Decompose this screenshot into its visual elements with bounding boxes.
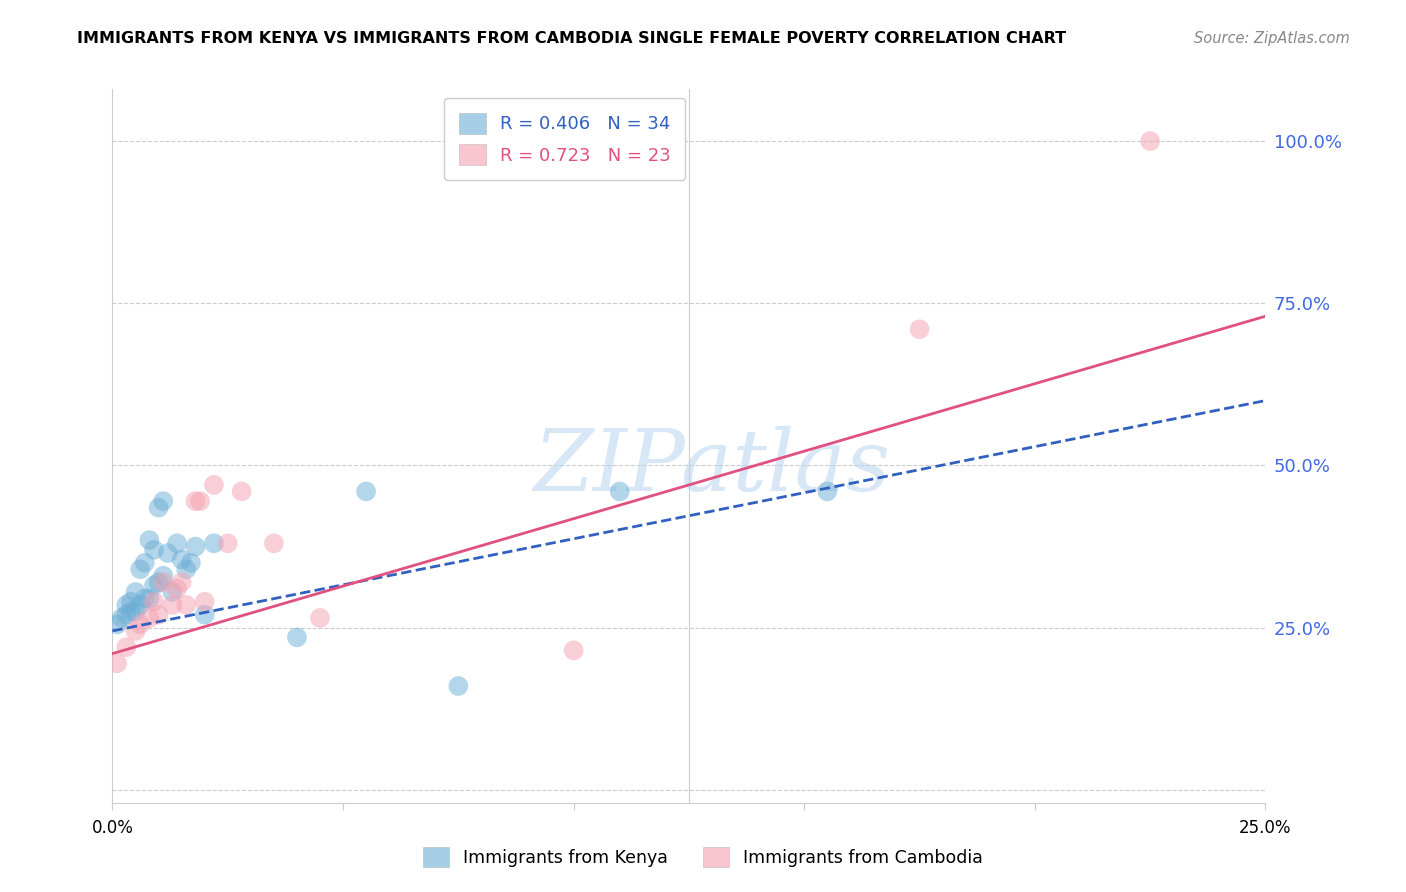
Point (111, 611, 134, 625)
Point (120, 604, 142, 618)
Point (815, 484, 838, 499)
Text: 0.0%: 0.0% (91, 819, 134, 837)
Point (156, 546, 179, 560)
Point (184, 540, 207, 554)
Point (217, 536, 239, 550)
Point (148, 500, 170, 515)
Point (134, 591, 156, 606)
Point (285, 631, 308, 645)
Point (188, 494, 211, 508)
Point (143, 578, 166, 592)
Point (138, 611, 160, 625)
Point (115, 640, 138, 654)
Point (124, 604, 146, 618)
Point (166, 582, 188, 596)
Point (134, 556, 156, 570)
Text: 25.0%: 25.0% (1239, 819, 1292, 837)
Point (162, 585, 184, 599)
Point (143, 542, 166, 557)
Point (170, 552, 193, 566)
Point (174, 598, 197, 612)
Point (1139, 134, 1161, 148)
Point (166, 536, 188, 550)
Point (309, 611, 332, 625)
Point (148, 607, 170, 622)
Point (129, 617, 152, 632)
Point (143, 595, 166, 609)
Point (263, 536, 285, 550)
Point (152, 568, 174, 582)
Point (184, 494, 207, 508)
Legend: R = 0.406   N = 34, R = 0.723   N = 23: R = 0.406 N = 34, R = 0.723 N = 23 (444, 98, 686, 179)
Point (129, 562, 152, 576)
Text: ZIPatlas: ZIPatlas (533, 426, 890, 508)
Legend: Immigrants from Kenya, Immigrants from Cambodia: Immigrants from Kenya, Immigrants from C… (416, 840, 990, 874)
Point (202, 536, 225, 550)
Point (170, 575, 193, 590)
Point (609, 484, 631, 499)
Point (180, 556, 202, 570)
Point (202, 478, 225, 492)
Point (908, 322, 931, 336)
Point (447, 679, 470, 693)
Text: IMMIGRANTS FROM KENYA VS IMMIGRANTS FROM CAMBODIA SINGLE FEMALE POVERTY CORRELAT: IMMIGRANTS FROM KENYA VS IMMIGRANTS FROM… (77, 31, 1067, 46)
Point (231, 484, 253, 499)
Point (129, 598, 152, 612)
Point (138, 533, 160, 547)
Point (115, 607, 138, 622)
Point (562, 643, 585, 657)
Point (354, 484, 377, 499)
Point (194, 595, 217, 609)
Point (124, 624, 146, 638)
Point (105, 657, 128, 671)
Point (152, 494, 174, 508)
Point (152, 575, 174, 590)
Point (138, 591, 160, 606)
Point (162, 598, 184, 612)
Point (115, 598, 138, 612)
Point (120, 595, 142, 609)
Point (105, 617, 128, 632)
Point (174, 562, 197, 576)
Point (194, 607, 217, 622)
Text: Source: ZipAtlas.com: Source: ZipAtlas.com (1194, 31, 1350, 46)
Point (124, 585, 146, 599)
Point (148, 575, 170, 590)
